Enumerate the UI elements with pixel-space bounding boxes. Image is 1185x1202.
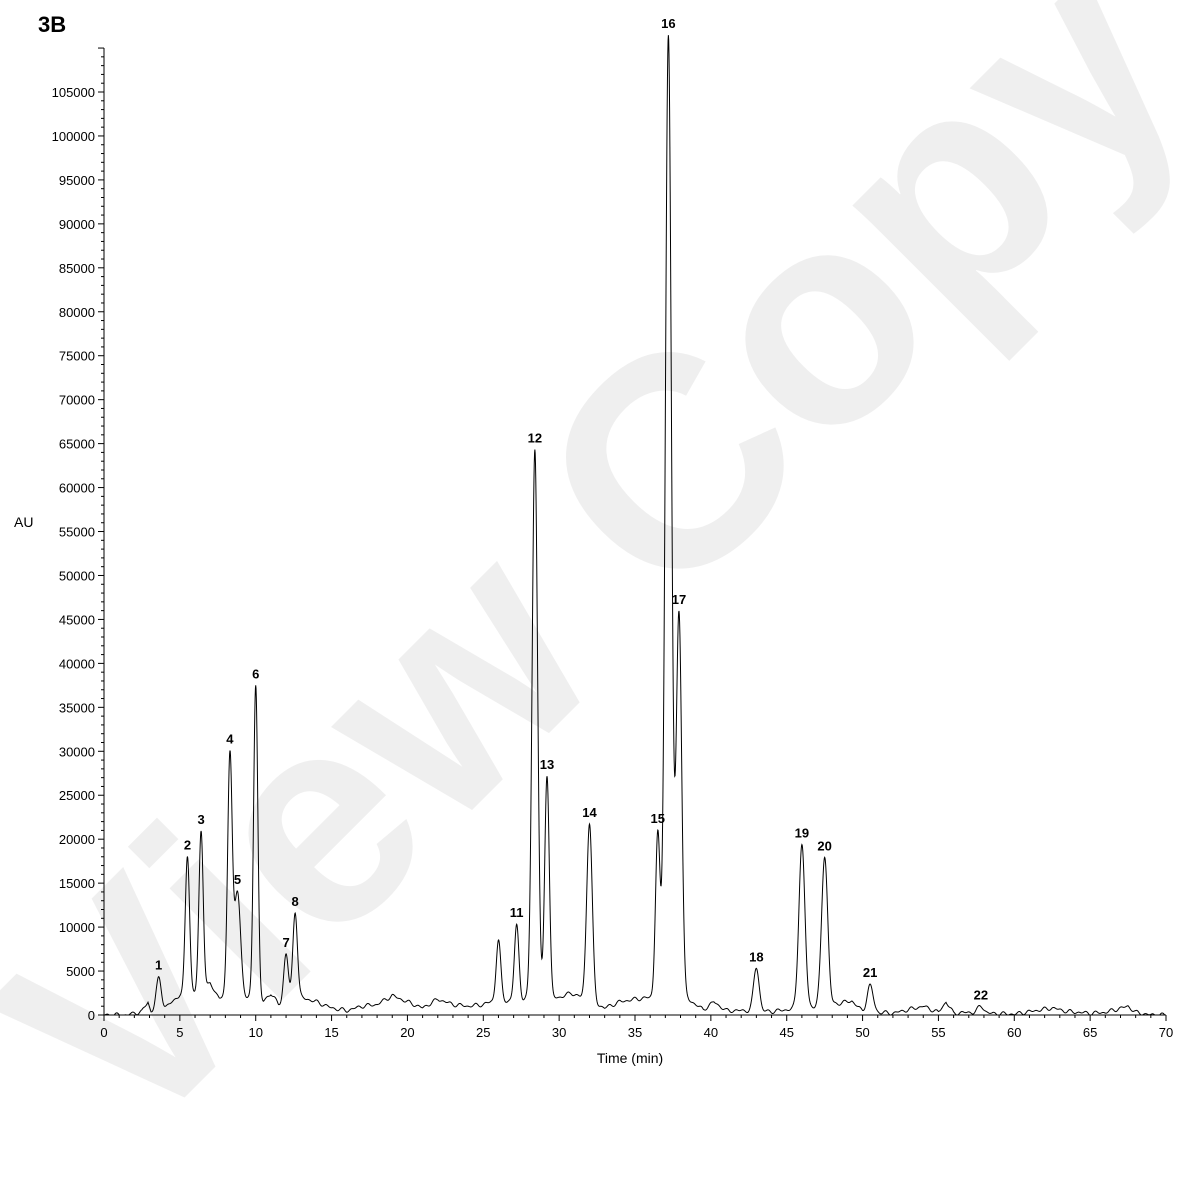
peak-label: 5 [234, 872, 241, 887]
x-tick-label: 35 [628, 1025, 642, 1040]
peak-label: 6 [252, 666, 259, 681]
peak-label: 21 [863, 965, 877, 980]
x-tick-label: 15 [324, 1025, 338, 1040]
y-tick-label: 0 [88, 1008, 95, 1023]
y-tick-label: 15000 [59, 876, 95, 891]
y-tick-label: 30000 [59, 744, 95, 759]
x-tick-label: 40 [704, 1025, 718, 1040]
y-tick-label: 45000 [59, 612, 95, 627]
x-tick-label: 60 [1007, 1025, 1021, 1040]
y-tick-label: 40000 [59, 656, 95, 671]
x-tick-label: 20 [400, 1025, 414, 1040]
peak-label: 7 [282, 935, 289, 950]
peak-label: 18 [749, 949, 763, 964]
y-tick-label: 80000 [59, 305, 95, 320]
y-tick-label: 75000 [59, 349, 95, 364]
peak-label: 13 [540, 757, 554, 772]
peak-label: 16 [661, 16, 675, 31]
x-tick-label: 30 [552, 1025, 566, 1040]
peak-label: 4 [226, 732, 234, 747]
trace-group [103, 35, 1166, 1016]
peak-label: 12 [528, 431, 542, 446]
y-axis-label: AU [14, 514, 33, 530]
y-tick-label: 95000 [59, 173, 95, 188]
peak-label: 3 [197, 812, 204, 827]
x-tick-label: 10 [248, 1025, 262, 1040]
x-tick-label: 5 [176, 1025, 183, 1040]
peak-label: 11 [510, 905, 524, 920]
peak-label: 14 [582, 805, 597, 820]
chromatogram-trace [103, 35, 1166, 1016]
x-tick-label: 55 [931, 1025, 945, 1040]
y-tick-label: 85000 [59, 261, 95, 276]
y-tick-label: 105000 [52, 85, 95, 100]
peak-label: 22 [974, 988, 988, 1003]
peak-label: 8 [292, 894, 299, 909]
y-tick-label: 35000 [59, 700, 95, 715]
peak-label: 19 [795, 826, 809, 841]
x-axis-label: Time (min) [597, 1050, 663, 1066]
y-tick-label: 90000 [59, 217, 95, 232]
peak-label: 17 [672, 592, 686, 607]
peak-label: 2 [184, 837, 191, 852]
y-tick-label: 55000 [59, 525, 95, 540]
y-tick-label: 5000 [66, 964, 95, 979]
x-tick-label: 45 [779, 1025, 793, 1040]
x-tick-label: 0 [100, 1025, 107, 1040]
x-tick-label: 25 [476, 1025, 490, 1040]
y-tick-label: 10000 [59, 920, 95, 935]
x-tick-label: 50 [855, 1025, 869, 1040]
x-tick-label: 70 [1159, 1025, 1173, 1040]
x-tick-label: 65 [1083, 1025, 1097, 1040]
panel-label: 3B [38, 12, 67, 37]
y-tick-label: 25000 [59, 788, 95, 803]
y-tick-label: 100000 [52, 129, 95, 144]
y-tick-label: 60000 [59, 481, 95, 496]
peak-label: 20 [817, 838, 831, 853]
chromatogram-chart: 0 5000 10000 15000 20000 25000 30000 35000 40000… [14, 16, 1173, 1066]
y-tick-label: 70000 [59, 393, 95, 408]
y-tick-label: 20000 [59, 832, 95, 847]
axes: 0 5000 10000 15000 20000 25000 30000 35000 40000… [52, 47, 1173, 1040]
y-tick-label: 65000 [59, 437, 95, 452]
peak-label: 15 [651, 811, 665, 826]
peak-label: 1 [155, 958, 162, 973]
y-tick-label: 50000 [59, 568, 95, 583]
